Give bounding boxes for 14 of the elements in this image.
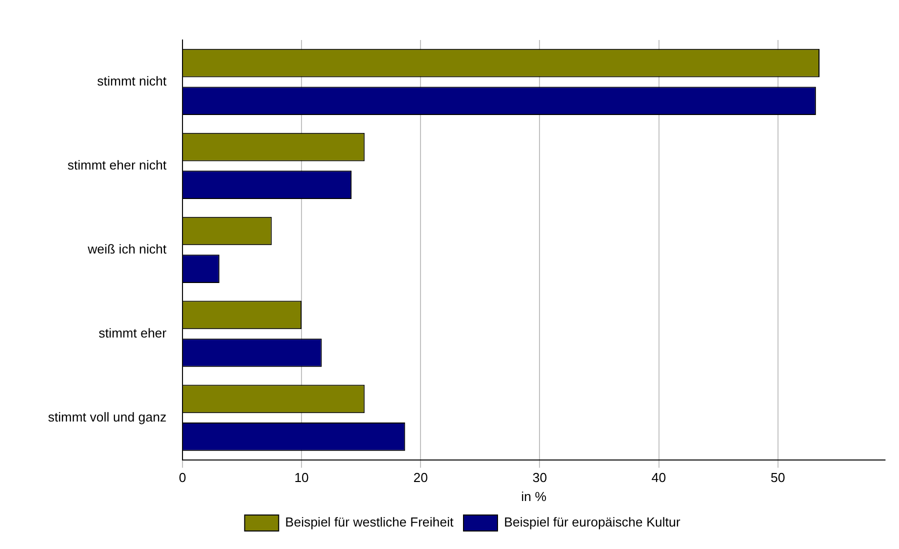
y-tick-label: stimmt eher <box>98 325 168 340</box>
x-tick-label: 30 <box>532 470 547 486</box>
legend-label: Beispiel für westliche Freiheit <box>285 514 454 530</box>
x-tick-label: 50 <box>770 470 786 486</box>
x-tick-label: 0 <box>178 470 186 486</box>
y-tick-label: weiß ich nicht <box>86 241 167 256</box>
x-tick-label: 10 <box>294 470 309 486</box>
y-tick-label: stimmt nicht <box>97 74 167 89</box>
y-tick-label: stimmt eher nicht <box>68 158 167 173</box>
x-tick-label: 40 <box>652 470 666 486</box>
legend-label: Beispiel für europäische Kultur <box>504 514 682 530</box>
y-tick-label: stimmt voll und ganz <box>48 409 166 424</box>
x-tick-label: 20 <box>413 470 428 486</box>
x-axis-title: in % <box>521 488 547 504</box>
